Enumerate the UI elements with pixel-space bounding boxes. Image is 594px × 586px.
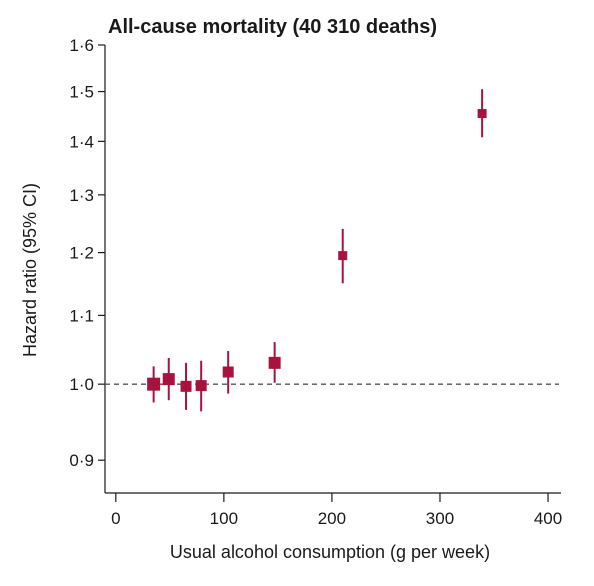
data-point	[147, 377, 161, 391]
data-point	[268, 356, 281, 369]
y-axis-label: Hazard ratio (95% CI)	[20, 183, 40, 357]
y-tick-label: 1·5	[69, 83, 94, 102]
y-tick-label: 1·3	[69, 186, 94, 205]
data-point	[477, 109, 487, 119]
data-point	[338, 251, 348, 261]
y-tick-label: 1·2	[69, 244, 94, 263]
y-ticks: 0·9 1·0 1·1 1·2 1·3 1·4 1·5 1·6	[69, 36, 105, 470]
x-tick-label: 300	[426, 509, 454, 528]
data-point	[195, 380, 207, 392]
data-points	[147, 89, 487, 412]
x-tick-label: 0	[111, 509, 120, 528]
y-tick-label: 0·9	[69, 451, 94, 470]
chart-title: All-cause mortality (40 310 deaths)	[108, 16, 437, 38]
data-point	[222, 366, 234, 378]
x-tick-label: 400	[534, 509, 562, 528]
data-point	[180, 380, 192, 392]
y-tick-label: 1·1	[69, 306, 94, 325]
y-tick-label: 1·4	[69, 132, 94, 151]
y-tick-label: 1·0	[69, 375, 94, 394]
x-axis-label: Usual alcohol consumption (g per week)	[170, 542, 490, 562]
data-point	[162, 373, 175, 386]
y-tick-label: 1·6	[69, 36, 94, 55]
x-tick-label: 200	[318, 509, 346, 528]
x-tick-label: 100	[210, 509, 238, 528]
x-ticks: 0 100 200 300 400	[111, 493, 562, 528]
